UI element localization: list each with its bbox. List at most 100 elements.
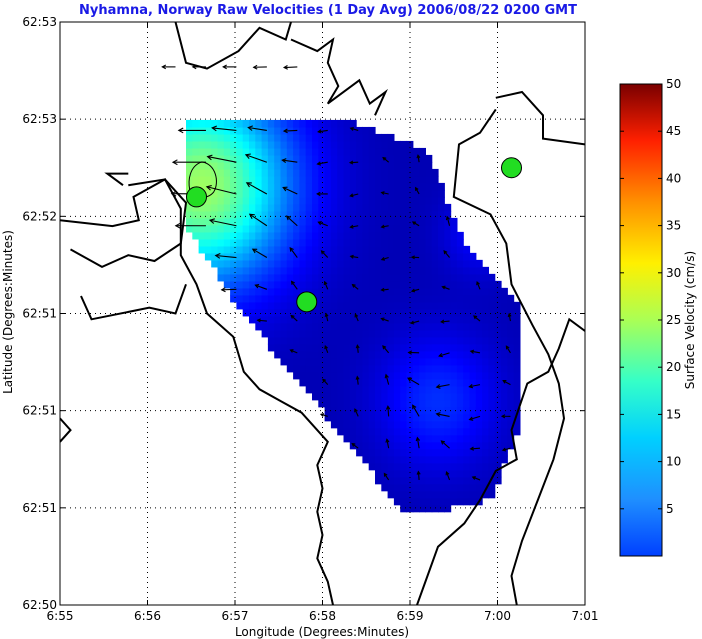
velocity-cell [211, 119, 219, 128]
velocity-cell [274, 154, 282, 163]
velocity-cell [381, 238, 389, 247]
velocity-cell [412, 147, 420, 156]
velocity-cell [406, 371, 414, 380]
velocity-cell [507, 399, 515, 408]
velocity-cell [400, 196, 408, 205]
velocity-cell [450, 245, 458, 254]
velocity-cell [381, 140, 389, 149]
velocity-cell [186, 154, 193, 163]
velocity-cell [337, 175, 345, 184]
velocity-cell [198, 154, 206, 163]
velocity-cell [255, 294, 263, 303]
velocity-cell [223, 175, 231, 184]
velocity-cell [286, 343, 294, 352]
velocity-cell [330, 301, 338, 310]
velocity-cell [425, 168, 433, 177]
velocity-cell [438, 224, 445, 233]
velocity-cell [362, 238, 370, 247]
velocity-cell [501, 392, 508, 401]
velocity-cell [381, 483, 389, 492]
coastline-segment [290, 37, 388, 116]
velocity-cell [475, 476, 483, 485]
velocity-arrow [174, 222, 206, 229]
velocity-cell [469, 315, 477, 324]
velocity-cell [501, 406, 508, 415]
velocity-cell [368, 434, 376, 443]
velocity-arrow [351, 442, 359, 449]
velocity-cell [286, 336, 294, 345]
velocity-cell [299, 133, 307, 142]
velocity-cell [444, 406, 452, 415]
velocity-arrow [407, 377, 420, 386]
velocity-cell [387, 420, 395, 429]
velocity-cell [513, 385, 521, 394]
velocity-cell [236, 238, 244, 247]
velocity-cell [204, 224, 212, 233]
velocity-cell [312, 252, 319, 261]
velocity-cell [375, 336, 382, 345]
velocity-cell [312, 140, 319, 149]
velocity-cell [362, 217, 370, 226]
velocity-arrow [290, 280, 298, 290]
velocity-cell [475, 399, 483, 408]
velocity-cell [463, 462, 471, 471]
velocity-cell [356, 413, 363, 422]
velocity-cell [223, 231, 231, 240]
velocity-cell [400, 378, 408, 387]
velocity-cell [400, 413, 408, 422]
velocity-cell [337, 182, 345, 191]
velocity-cell [343, 294, 351, 303]
velocity-cell [475, 357, 483, 366]
velocity-cell [192, 154, 200, 163]
velocity-cell [349, 245, 357, 254]
velocity-cell [343, 168, 351, 177]
velocity-cell [406, 406, 414, 415]
velocity-cell [198, 203, 206, 212]
velocity-cell [400, 273, 408, 282]
velocity-arrow [380, 191, 389, 195]
velocity-cell [507, 434, 515, 443]
velocity-arrow [244, 153, 268, 163]
velocity-cell [330, 364, 338, 373]
velocity-cell [507, 357, 515, 366]
velocity-cell [368, 231, 376, 240]
velocity-cell [438, 441, 445, 450]
velocity-cell [299, 350, 307, 359]
velocity-cell [387, 196, 395, 205]
velocity-cell [286, 119, 294, 128]
velocity-cell [312, 287, 319, 296]
velocity-cell [400, 483, 408, 492]
velocity-cell [393, 434, 401, 443]
velocity-cell [400, 392, 408, 401]
velocity-cell [444, 308, 452, 317]
velocity-cell [438, 490, 445, 499]
velocity-cell [274, 350, 282, 359]
velocity-cell [280, 224, 288, 233]
velocity-cell [299, 245, 307, 254]
velocity-cell [393, 385, 401, 394]
velocity-cell [274, 322, 282, 331]
velocity-cell [387, 462, 395, 471]
velocity-cell [261, 196, 269, 205]
velocity-cell [362, 203, 370, 212]
velocity-cell [412, 455, 420, 464]
velocity-cell [463, 294, 471, 303]
colorbar-tick-label: 45 [666, 124, 681, 138]
velocity-cell [375, 308, 382, 317]
velocity-cell [299, 231, 307, 240]
velocity-cell [318, 308, 326, 317]
velocity-cell [211, 203, 219, 212]
velocity-cell [375, 266, 382, 275]
velocity-cell [475, 413, 483, 422]
velocity-cell [236, 210, 244, 219]
velocity-cell [488, 378, 496, 387]
velocity-cell [425, 497, 433, 506]
velocity-cell [299, 203, 307, 212]
velocity-cell [412, 350, 420, 359]
velocity-cell [217, 259, 225, 268]
velocity-cell [463, 287, 471, 296]
velocity-cell [293, 154, 300, 163]
velocity-cell [419, 252, 426, 261]
velocity-cell [242, 175, 250, 184]
velocity-cell [356, 126, 363, 135]
